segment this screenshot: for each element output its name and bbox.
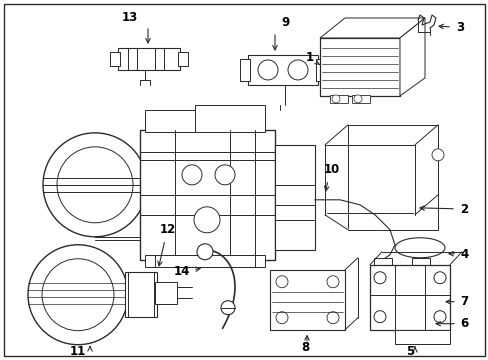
Circle shape — [433, 272, 445, 284]
Text: 11: 11 — [70, 345, 86, 358]
Circle shape — [433, 311, 445, 323]
Text: 14: 14 — [173, 265, 190, 278]
Bar — [140, 130, 274, 260]
Polygon shape — [399, 18, 424, 96]
Circle shape — [43, 133, 147, 237]
Text: 12: 12 — [160, 223, 176, 236]
Circle shape — [395, 321, 403, 329]
Circle shape — [182, 165, 202, 185]
Bar — [178, 52, 187, 66]
Text: 10: 10 — [323, 163, 340, 176]
Bar — [240, 59, 249, 81]
Bar — [412, 288, 428, 294]
Ellipse shape — [395, 297, 433, 306]
Text: 3: 3 — [455, 22, 463, 35]
Circle shape — [373, 272, 385, 284]
Circle shape — [391, 317, 407, 333]
Circle shape — [275, 276, 287, 288]
Bar — [373, 258, 391, 266]
Bar — [125, 272, 157, 317]
Circle shape — [221, 301, 235, 315]
Bar — [369, 265, 449, 330]
Circle shape — [326, 276, 338, 288]
Circle shape — [287, 60, 307, 80]
Text: 8: 8 — [300, 341, 308, 354]
Bar — [329, 95, 347, 103]
Text: 5: 5 — [405, 345, 413, 358]
Circle shape — [373, 311, 385, 323]
Circle shape — [197, 244, 213, 260]
Bar — [394, 330, 449, 344]
Circle shape — [42, 259, 114, 331]
Bar — [319, 38, 399, 96]
Circle shape — [331, 95, 339, 103]
Bar — [269, 270, 345, 330]
Text: 1: 1 — [305, 51, 313, 64]
Circle shape — [326, 312, 338, 324]
Ellipse shape — [401, 270, 439, 282]
Circle shape — [28, 245, 128, 345]
Circle shape — [353, 95, 361, 103]
Text: 4: 4 — [459, 248, 468, 261]
Circle shape — [258, 60, 278, 80]
Bar — [411, 258, 429, 276]
Circle shape — [194, 207, 220, 233]
Bar — [247, 55, 317, 85]
Polygon shape — [319, 18, 424, 38]
Ellipse shape — [386, 294, 442, 310]
Bar — [155, 282, 177, 304]
Text: 2: 2 — [459, 203, 467, 216]
Bar — [145, 255, 264, 267]
Bar — [110, 52, 120, 66]
Text: 9: 9 — [280, 17, 288, 30]
Circle shape — [57, 147, 133, 223]
Bar — [351, 95, 369, 103]
Ellipse shape — [394, 238, 444, 258]
Bar — [145, 110, 200, 132]
Circle shape — [431, 149, 443, 161]
Text: 7: 7 — [459, 295, 467, 308]
Bar — [315, 59, 325, 81]
Text: 6: 6 — [459, 317, 468, 330]
Bar — [195, 105, 264, 132]
Text: 13: 13 — [122, 12, 138, 24]
Bar — [118, 48, 180, 70]
Bar — [274, 145, 314, 250]
Circle shape — [275, 312, 287, 324]
Circle shape — [215, 165, 235, 185]
